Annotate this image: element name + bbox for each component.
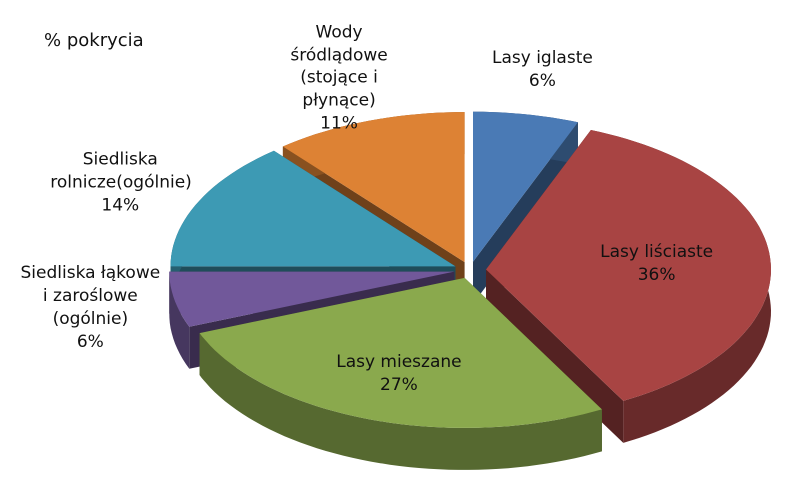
label-value: 27% xyxy=(380,374,418,395)
slice xyxy=(486,130,771,401)
slice xyxy=(169,271,455,327)
data-label: Wody śródlądowe (stojące i płynące) 11% xyxy=(269,21,409,136)
label-value: 6% xyxy=(76,332,104,353)
slice xyxy=(473,111,578,262)
label-name: Wody śródlądowe (stojące i płynące) xyxy=(290,22,388,112)
label-name: Lasy liściaste xyxy=(600,241,714,262)
data-label: Siedliska rolnicze(ogólnie) 14% xyxy=(50,149,192,218)
label-value: 36% xyxy=(637,264,676,285)
slice xyxy=(170,150,456,267)
slice xyxy=(199,277,602,428)
slice xyxy=(282,112,465,263)
label-name: Siedliska rolnicze(ogólnie) xyxy=(50,149,192,193)
data-label: Lasy iglaste 6% xyxy=(472,47,612,93)
slice-wall xyxy=(199,333,602,470)
label-name: Lasy iglaste xyxy=(491,48,593,69)
data-label: Siedliska łąkowe i zaroślowe (ogólnie) 6% xyxy=(20,262,161,354)
data-label: Lasy liściaste 36% xyxy=(587,241,727,287)
label-name: Siedliska łąkowe i zaroślowe (ogólnie) xyxy=(20,263,161,330)
label-name: Lasy mieszane xyxy=(336,351,462,372)
label-value: 14% xyxy=(101,195,140,216)
label-value: 11% xyxy=(320,114,358,134)
slice-wall xyxy=(169,271,190,369)
data-label: Lasy mieszane 27% xyxy=(329,351,469,397)
chart-title: % pokrycia xyxy=(44,30,144,51)
label-value: 6% xyxy=(528,71,556,92)
